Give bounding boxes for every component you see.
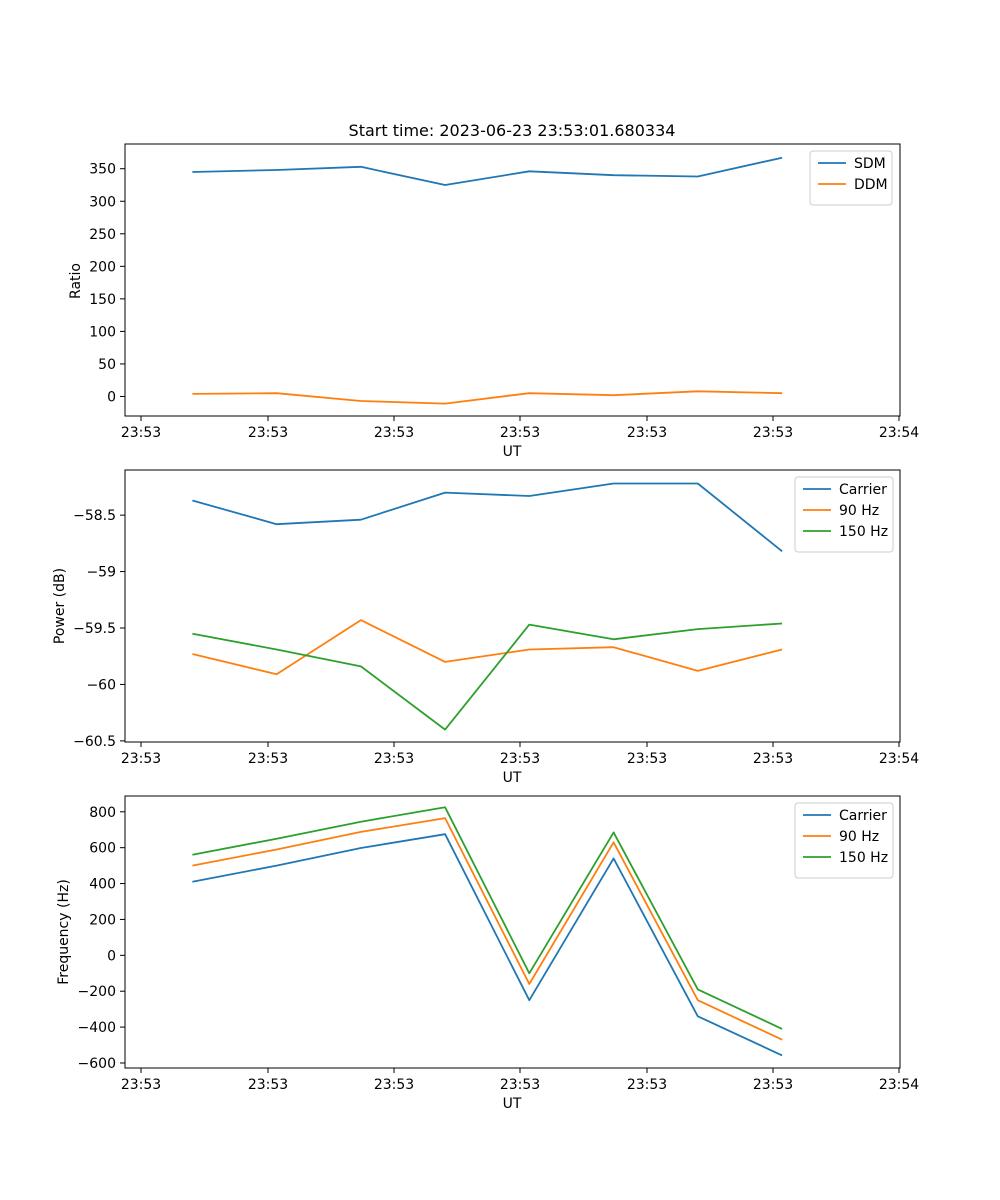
- x-tick-label: 23:53: [121, 1077, 161, 1093]
- axes-frame: [124, 795, 901, 1069]
- series-line-90-hz: [192, 619, 783, 676]
- x-tick-label: 23:54: [879, 1077, 919, 1093]
- y-tick-label: 0: [107, 948, 116, 964]
- power-panel: UT Power (dB) 23:53 23:53 23:53 23:53 23:53 2…: [52, 469, 919, 786]
- x-tick-label: 23:53: [627, 751, 667, 767]
- x-tick-label: 23:53: [627, 425, 667, 441]
- chart-title: Start time: 2023-06-23 23:53:01.680334: [349, 121, 676, 140]
- series-line-90-hz: [192, 817, 783, 1041]
- x-axis-label: UT: [503, 1096, 522, 1112]
- legend: Carrier 90 Hz 150 Hz: [794, 802, 894, 879]
- y-tick-label: −58.5: [73, 508, 116, 524]
- legend-label: 150 Hz: [839, 850, 888, 866]
- y-axis-label: Power (dB): [52, 568, 68, 644]
- series-line-carrier: [192, 482, 783, 553]
- x-axis-label: UT: [503, 444, 522, 460]
- x-tick-label: 23:53: [500, 1077, 540, 1093]
- x-tick-label: 23:53: [121, 751, 161, 767]
- y-tick-label: −600: [78, 1056, 116, 1072]
- x-tick-label: 23:53: [753, 425, 793, 441]
- series-line-150-hz: [192, 622, 783, 731]
- x-tick-label: 23:53: [374, 425, 414, 441]
- x-axis-label: UT: [503, 770, 522, 786]
- y-tick-label: 250: [89, 227, 116, 243]
- legend-box: [794, 476, 894, 553]
- y-tick-label: 300: [89, 194, 116, 210]
- y-tick-label: −60.5: [73, 734, 116, 750]
- x-tick-label: 23:53: [374, 751, 414, 767]
- legend-box: [794, 802, 894, 879]
- y-tick-label: 200: [89, 912, 116, 928]
- x-tick-label: 23:53: [753, 1077, 793, 1093]
- y-tick-label: −400: [78, 1020, 116, 1036]
- x-tick-label: 23:53: [248, 1077, 288, 1093]
- y-tick-label: −59.5: [73, 621, 116, 637]
- legend: SDM DDM: [809, 150, 893, 206]
- x-tick-label: 23:53: [500, 751, 540, 767]
- y-tick-label: 800: [89, 805, 116, 821]
- frequency-panel: UT Frequency (Hz) 23:53 23:53 23:53 23:53 23…: [56, 795, 919, 1112]
- y-tick-label: 600: [89, 841, 116, 857]
- y-axis-label: Frequency (Hz): [56, 879, 72, 985]
- y-tick-label: −59: [86, 565, 116, 581]
- x-tick-label: 23:53: [627, 1077, 667, 1093]
- legend-box: [809, 150, 893, 206]
- legend-label: Carrier: [839, 808, 887, 824]
- legend-label: DDM: [854, 177, 888, 193]
- x-tick-label: 23:53: [248, 425, 288, 441]
- y-tick-label: 50: [98, 357, 116, 373]
- legend-label: 90 Hz: [839, 503, 879, 519]
- x-tick-label: 23:53: [753, 751, 793, 767]
- y-tick-label: −60: [86, 677, 116, 693]
- ratio-panel: Start time: 2023-06-23 23:53:01.680334 U…: [68, 121, 919, 460]
- x-tick-label: 23:53: [374, 1077, 414, 1093]
- axes-frame: [124, 143, 901, 417]
- axes-frame: [124, 469, 901, 743]
- y-tick-label: 100: [89, 324, 116, 340]
- x-tick-label: 23:54: [879, 425, 919, 441]
- series-line-150-hz: [192, 806, 783, 1030]
- x-tick-label: 23:53: [248, 751, 288, 767]
- y-axis-label: Ratio: [68, 263, 84, 299]
- y-tick-label: 150: [89, 292, 116, 308]
- legend-label: 90 Hz: [839, 829, 879, 845]
- y-tick-label: 200: [89, 259, 116, 275]
- x-tick-label: 23:53: [500, 425, 540, 441]
- y-tick-label: 0: [107, 389, 116, 405]
- y-tick-label: −200: [78, 984, 116, 1000]
- series-line-carrier: [192, 833, 783, 1057]
- x-tick-label: 23:54: [879, 751, 919, 767]
- x-tick-label: 23:53: [121, 425, 161, 441]
- legend-label: SDM: [854, 156, 886, 172]
- legend-label: Carrier: [839, 482, 887, 498]
- legend-label: 150 Hz: [839, 524, 888, 540]
- series-line-ddm: [192, 390, 783, 405]
- y-tick-label: 400: [89, 877, 116, 893]
- legend: Carrier 90 Hz 150 Hz: [794, 476, 894, 553]
- y-tick-label: 350: [89, 162, 116, 178]
- series-line-sdm: [192, 156, 783, 186]
